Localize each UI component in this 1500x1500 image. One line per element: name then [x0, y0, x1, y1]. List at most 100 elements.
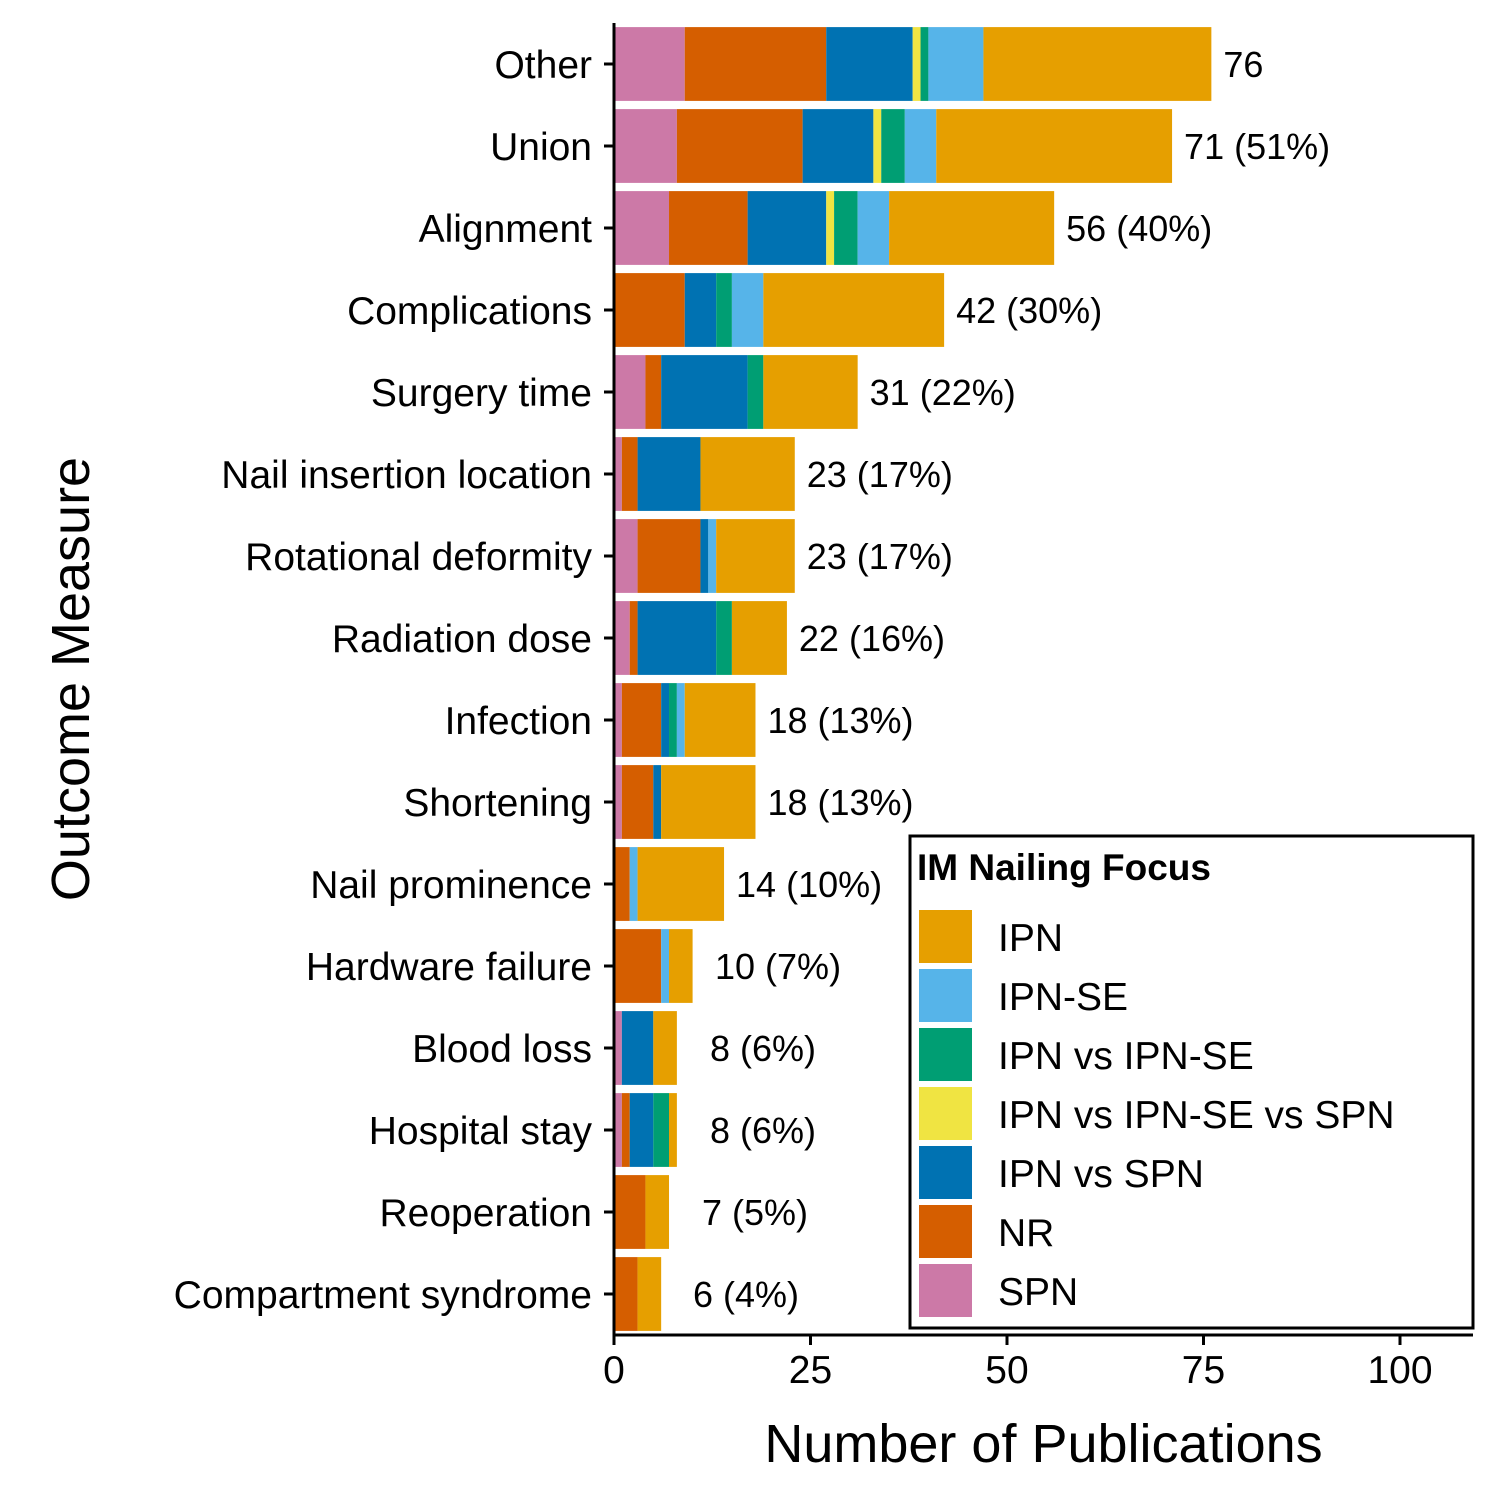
legend-swatch-ipn-vs-spn — [919, 1146, 972, 1199]
bar-segment-surgery-time-nr — [645, 355, 662, 429]
bar-segment-infection-ipn-se — [676, 683, 685, 757]
bar-segment-shortening-spn — [614, 765, 622, 839]
category-label-compartment-syndrome: Compartment syndrome — [174, 1274, 592, 1317]
bar-segment-complications-ipn — [763, 273, 945, 347]
y-axis-title: Outcome Measure — [41, 457, 101, 901]
bar-label-radiation-dose: 22 (16%) — [799, 618, 945, 659]
bar-label-complications: 42 (30%) — [956, 290, 1102, 331]
bar-segment-union-ipn-vs-spn — [802, 109, 874, 183]
bar-segment-hospital-stay-ipn-vs-spn — [629, 1093, 654, 1167]
bar-segment-surgery-time-ipn — [763, 355, 858, 429]
x-tick-label: 0 — [603, 1349, 625, 1392]
bar-segment-infection-ipn-vs-ipn-se — [669, 683, 677, 757]
legend-swatch-ipn-vs-ipn-se-vs-spn — [919, 1087, 972, 1140]
bar-segment-surgery-time-spn — [614, 355, 646, 429]
bar-label-compartment-syndrome: 6 (4%) — [693, 1274, 799, 1315]
bar-label-hardware-failure: 10 (7%) — [715, 946, 841, 987]
bar-segment-other-nr — [684, 27, 827, 101]
category-label-radiation-dose: Radiation dose — [332, 618, 592, 661]
legend-swatch-ipn-vs-ipn-se — [919, 1028, 972, 1081]
legend-label-ipn-se: IPN-SE — [998, 976, 1128, 1019]
category-label-infection: Infection — [445, 700, 592, 743]
bar-label-shortening: 18 (13%) — [767, 782, 913, 823]
bar-segment-complications-nr — [614, 273, 685, 347]
bar-segment-union-ipn — [936, 109, 1173, 183]
category-label-complications: Complications — [347, 290, 592, 333]
legend-label-ipn: IPN — [998, 917, 1063, 960]
bar-segment-reoperation-ipn — [645, 1175, 670, 1249]
bar-label-reoperation: 7 (5%) — [702, 1192, 808, 1233]
bar-segment-shortening-nr — [621, 765, 654, 839]
bar-segment-alignment-ipn-vs-spn — [747, 191, 827, 265]
bar-segment-hospital-stay-ipn — [669, 1093, 677, 1167]
category-label-hospital-stay: Hospital stay — [369, 1110, 593, 1153]
bar-segment-hardware-failure-ipn — [669, 929, 693, 1003]
legend-title: IM Nailing Focus — [917, 847, 1211, 888]
bar-label-infection: 18 (13%) — [767, 700, 913, 741]
bar-segment-blood-loss-ipn-vs-spn — [621, 1011, 654, 1085]
legend-swatch-ipn — [919, 910, 972, 963]
bar-segment-reoperation-nr — [614, 1175, 646, 1249]
category-labels: Other Union Alignment Complications Surgery … — [174, 44, 593, 1317]
bar-segment-nail-insertion-location-ipn — [700, 437, 795, 511]
legend-label-nr: NR — [998, 1212, 1054, 1255]
bar-segment-shortening-ipn — [661, 765, 756, 839]
legend-label-spn: SPN — [998, 1271, 1078, 1314]
bar-segment-radiation-dose-spn — [614, 601, 630, 675]
x-axis-title: Number of Publications — [764, 1414, 1322, 1474]
bar-segment-other-ipn-se — [928, 27, 984, 101]
bar-segment-surgery-time-ipn-vs-spn — [661, 355, 748, 429]
category-label-nail-prominence: Nail prominence — [310, 864, 592, 907]
ticks-layer: 0 25 50 75 100 — [603, 62, 1433, 1392]
bar-segment-union-ipn-se — [904, 109, 937, 183]
bar-segment-nail-prominence-ipn — [637, 847, 725, 921]
legend-items: IPN IPN-SE IPN vs IPN-SE IPN vs IPN-SE vs S… — [919, 910, 1395, 1317]
bar-segment-complications-ipn-vs-ipn-se — [716, 273, 732, 347]
legend-label-ipn-vs-ipn-se-vs-spn: IPN vs IPN-SE vs SPN — [998, 1094, 1395, 1137]
bar-segment-infection-spn — [614, 683, 622, 757]
bar-segment-other-ipn — [983, 27, 1212, 101]
bar-segment-infection-ipn — [684, 683, 756, 757]
category-label-alignment: Alignment — [419, 208, 593, 251]
bar-segment-other-ipn-vs-ipn-se-vs-spn — [912, 27, 921, 101]
bar-segment-alignment-ipn — [889, 191, 1055, 265]
category-label-rotational-deformity: Rotational deformity — [245, 536, 592, 579]
category-label-shortening: Shortening — [403, 782, 592, 825]
bar-segment-hospital-stay-spn — [614, 1093, 622, 1167]
bar-segment-radiation-dose-ipn-vs-spn — [637, 601, 717, 675]
bar-segment-rotational-deformity-spn — [614, 519, 638, 593]
bar-segment-complications-ipn-se — [731, 273, 764, 347]
bar-segment-compartment-syndrome-ipn — [637, 1257, 662, 1331]
category-label-reoperation: Reoperation — [380, 1192, 592, 1235]
bar-segment-nail-insertion-location-nr — [621, 437, 638, 511]
bar-label-nail-insertion-location: 23 (17%) — [807, 454, 953, 495]
x-tick-label: 50 — [985, 1349, 1028, 1392]
legend-box — [908, 834, 1475, 1330]
bar-segment-infection-ipn-vs-spn — [661, 683, 670, 757]
legend-swatch-nr — [919, 1205, 972, 1258]
category-label-other: Other — [494, 44, 592, 87]
bar-segment-union-ipn-vs-ipn-se-vs-spn — [873, 109, 882, 183]
bar-segment-union-nr — [676, 109, 803, 183]
x-tick-label: 75 — [1182, 1349, 1225, 1392]
x-tick-label: 25 — [789, 1349, 832, 1392]
bar-segment-alignment-ipn-vs-ipn-se-vs-spn — [826, 191, 835, 265]
bar-segment-nail-prominence-ipn-se — [629, 847, 638, 921]
legend-swatch-ipn-se — [919, 969, 972, 1022]
category-label-nail-insertion-location: Nail insertion location — [221, 454, 592, 497]
bar-segment-radiation-dose-ipn — [731, 601, 787, 675]
bar-segment-other-ipn-vs-spn — [826, 27, 913, 101]
bar-segment-hardware-failure-ipn-se — [661, 929, 670, 1003]
bar-segment-radiation-dose-nr — [629, 601, 638, 675]
bar-segment-other-ipn-vs-ipn-se — [920, 27, 929, 101]
category-label-hardware-failure: Hardware failure — [306, 946, 592, 989]
bar-segment-alignment-ipn-se — [857, 191, 890, 265]
bar-label-other: 76 — [1223, 44, 1263, 85]
bar-segment-radiation-dose-ipn-vs-ipn-se — [716, 601, 732, 675]
bar-segment-nail-insertion-location-spn — [614, 437, 622, 511]
bar-segment-other-spn — [614, 27, 685, 101]
bar-segment-alignment-nr — [669, 191, 748, 265]
legend-label-ipn-vs-ipn-se: IPN vs IPN-SE — [998, 1035, 1254, 1078]
bar-total-labels: 76 71 (51%) 56 (40%) 42 (30%) 31 (22%) 23 (17… — [693, 44, 1330, 1315]
